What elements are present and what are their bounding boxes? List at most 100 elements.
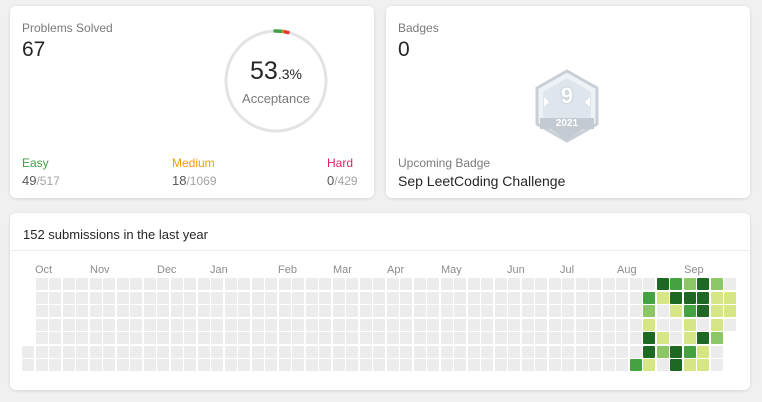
calendar-day-cell[interactable] — [616, 305, 628, 317]
calendar-day-cell[interactable] — [386, 359, 399, 371]
calendar-day-cell[interactable] — [346, 291, 358, 304]
calendar-day-cell[interactable] — [643, 318, 655, 331]
calendar-day-cell[interactable] — [494, 278, 507, 290]
calendar-day-cell[interactable] — [454, 278, 466, 290]
calendar-day-cell[interactable] — [170, 318, 183, 331]
calendar-day-cell[interactable] — [440, 318, 453, 331]
calendar-day-cell[interactable] — [103, 318, 115, 331]
calendar-day-cell[interactable] — [683, 345, 696, 358]
calendar-day-cell[interactable] — [130, 305, 142, 317]
calendar-day-cell[interactable] — [670, 332, 682, 344]
calendar-day-cell[interactable] — [629, 305, 642, 317]
calendar-day-cell[interactable] — [373, 345, 385, 358]
calendar-day-cell[interactable] — [535, 359, 547, 371]
calendar-day-cell[interactable] — [332, 305, 345, 317]
calendar-day-cell[interactable] — [89, 332, 102, 344]
calendar-day-cell[interactable] — [656, 345, 669, 358]
calendar-day-cell[interactable] — [130, 359, 142, 371]
calendar-day-cell[interactable] — [116, 291, 129, 304]
calendar-day-cell[interactable] — [467, 345, 480, 358]
calendar-day-cell[interactable] — [22, 345, 34, 358]
calendar-day-cell[interactable] — [305, 345, 318, 358]
calendar-day-cell[interactable] — [143, 332, 156, 344]
calendar-day-cell[interactable] — [602, 305, 615, 317]
calendar-day-cell[interactable] — [710, 345, 723, 358]
calendar-day-cell[interactable] — [35, 345, 48, 358]
calendar-day-cell[interactable] — [589, 278, 601, 290]
calendar-day-cell[interactable] — [710, 291, 723, 304]
calendar-day-cell[interactable] — [521, 345, 534, 358]
calendar-day-cell[interactable] — [427, 305, 439, 317]
calendar-day-cell[interactable] — [76, 359, 88, 371]
calendar-day-cell[interactable] — [238, 332, 250, 344]
calendar-day-cell[interactable] — [278, 291, 291, 304]
calendar-day-cell[interactable] — [346, 305, 358, 317]
calendar-day-cell[interactable] — [184, 359, 196, 371]
calendar-day-cell[interactable] — [211, 332, 223, 344]
calendar-day-cell[interactable] — [427, 345, 439, 358]
calendar-day-cell[interactable] — [238, 318, 250, 331]
calendar-day-cell[interactable] — [535, 305, 547, 317]
calendar-day-cell[interactable] — [224, 359, 237, 371]
calendar-day-cell[interactable] — [413, 332, 426, 344]
calendar-day-cell[interactable] — [710, 332, 723, 344]
calendar-day-cell[interactable] — [197, 318, 210, 331]
calendar-day-cell[interactable] — [454, 359, 466, 371]
calendar-day-cell[interactable] — [62, 332, 75, 344]
calendar-day-cell[interactable] — [454, 305, 466, 317]
calendar-day-cell[interactable] — [319, 278, 331, 290]
calendar-day-cell[interactable] — [35, 291, 48, 304]
calendar-day-cell[interactable] — [62, 359, 75, 371]
calendar-day-cell[interactable] — [643, 278, 655, 290]
calendar-day-cell[interactable] — [89, 278, 102, 290]
calendar-day-cell[interactable] — [697, 318, 709, 331]
calendar-day-cell[interactable] — [562, 305, 574, 317]
calendar-day-cell[interactable] — [35, 318, 48, 331]
calendar-day-cell[interactable] — [22, 359, 34, 371]
calendar-day-cell[interactable] — [319, 345, 331, 358]
calendar-day-cell[interactable] — [35, 359, 48, 371]
calendar-day-cell[interactable] — [683, 318, 696, 331]
calendar-day-cell[interactable] — [400, 278, 412, 290]
calendar-day-cell[interactable] — [251, 305, 264, 317]
calendar-day-cell[interactable] — [359, 318, 372, 331]
calendar-day-cell[interactable] — [697, 332, 709, 344]
calendar-day-cell[interactable] — [386, 278, 399, 290]
calendar-day-cell[interactable] — [211, 318, 223, 331]
calendar-day-cell[interactable] — [602, 318, 615, 331]
calendar-day-cell[interactable] — [49, 359, 61, 371]
calendar-day-cell[interactable] — [427, 332, 439, 344]
calendar-day-cell[interactable] — [508, 291, 520, 304]
calendar-day-cell[interactable] — [386, 291, 399, 304]
calendar-day-cell[interactable] — [49, 345, 61, 358]
calendar-day-cell[interactable] — [683, 359, 696, 371]
calendar-day-cell[interactable] — [62, 291, 75, 304]
calendar-day-cell[interactable] — [157, 332, 169, 344]
calendar-day-cell[interactable] — [62, 278, 75, 290]
calendar-day-cell[interactable] — [305, 305, 318, 317]
calendar-day-cell[interactable] — [697, 345, 709, 358]
calendar-day-cell[interactable] — [710, 359, 723, 371]
calendar-day-cell[interactable] — [130, 332, 142, 344]
calendar-day-cell[interactable] — [103, 278, 115, 290]
calendar-day-cell[interactable] — [211, 291, 223, 304]
calendar-day-cell[interactable] — [332, 278, 345, 290]
calendar-day-cell[interactable] — [562, 318, 574, 331]
calendar-day-cell[interactable] — [305, 278, 318, 290]
calendar-day-cell[interactable] — [89, 318, 102, 331]
calendar-day-cell[interactable] — [49, 332, 61, 344]
calendar-day-cell[interactable] — [548, 345, 561, 358]
calendar-day-cell[interactable] — [373, 318, 385, 331]
calendar-day-cell[interactable] — [157, 318, 169, 331]
calendar-day-cell[interactable] — [35, 278, 48, 290]
calendar-day-cell[interactable] — [670, 345, 682, 358]
calendar-day-cell[interactable] — [224, 332, 237, 344]
calendar-day-cell[interactable] — [400, 318, 412, 331]
calendar-day-cell[interactable] — [184, 332, 196, 344]
calendar-day-cell[interactable] — [278, 345, 291, 358]
calendar-day-cell[interactable] — [62, 345, 75, 358]
calendar-day-cell[interactable] — [548, 291, 561, 304]
calendar-day-cell[interactable] — [49, 291, 61, 304]
calendar-day-cell[interactable] — [629, 359, 642, 371]
calendar-day-cell[interactable] — [224, 318, 237, 331]
